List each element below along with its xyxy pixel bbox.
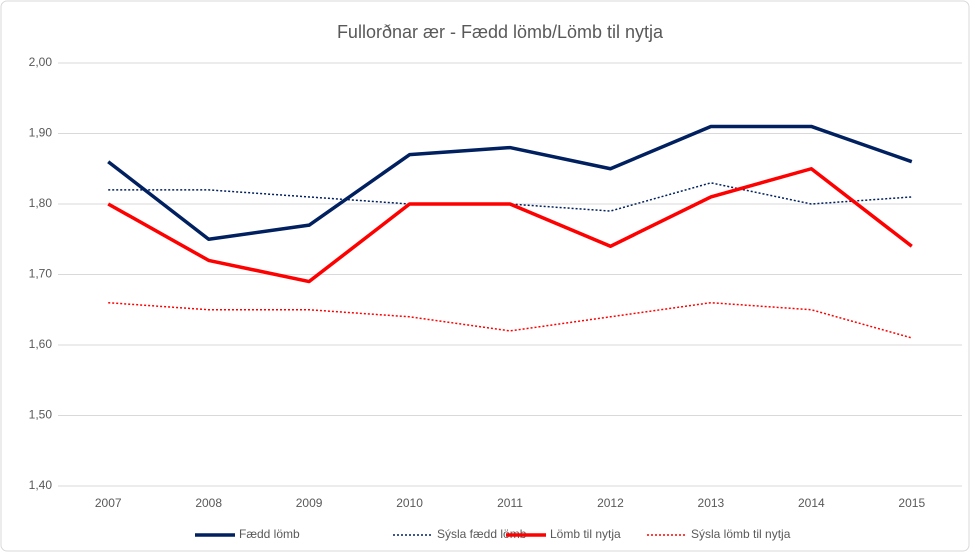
series-line: [107, 124, 913, 241]
y-tick-label: 2,00: [29, 55, 53, 69]
y-tick-label: 1,70: [29, 267, 53, 281]
x-tick-label: 2008: [195, 496, 222, 510]
x-tick-label: 2014: [798, 496, 825, 510]
y-tick-label: 1,50: [29, 408, 53, 422]
y-tick-label: 1,40: [29, 478, 53, 492]
series-line: [107, 167, 913, 284]
y-tick-label: 1,60: [29, 337, 53, 351]
legend-label: Sýsla lömb til nytja: [691, 527, 791, 541]
x-tick-label: 2009: [296, 496, 323, 510]
x-tick-label: 2015: [898, 496, 925, 510]
chart-title: Fullorðnar ær - Fædd lömb/Lömb til nytja: [337, 22, 664, 42]
x-tick-label: 2010: [396, 496, 423, 510]
x-tick-label: 2011: [497, 496, 523, 510]
x-tick-label: 2007: [95, 496, 122, 510]
series-line: [108, 301, 912, 339]
legend-label: Fædd lömb: [239, 527, 300, 541]
legend-label: Sýsla fædd lömb: [437, 527, 527, 541]
x-tick-label: 2013: [698, 496, 725, 510]
y-tick-label: 1,90: [29, 126, 53, 140]
y-tick-label: 1,80: [29, 196, 53, 210]
x-tick-label: 2012: [597, 496, 624, 510]
legend-label: Lömb til nytja: [550, 527, 621, 541]
